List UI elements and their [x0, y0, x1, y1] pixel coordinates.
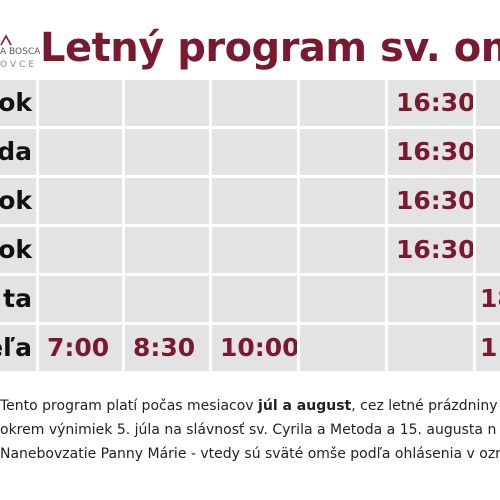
time-cell — [476, 178, 500, 224]
time-cell: 16:30 — [388, 129, 473, 175]
time-cell — [388, 276, 473, 322]
time-cell — [125, 276, 209, 322]
time-cell — [476, 129, 500, 175]
mass-time: 18 — [480, 284, 500, 313]
logo-mark-icon — [0, 34, 12, 46]
note-line-2: okrem výnimiek 5. júla na slávnosť sv. C… — [0, 422, 497, 438]
schedule-note: Tento program platí počas mesiacov júl a… — [0, 394, 500, 466]
schedule-table: ok 16:30 da 16:30 ok 16:30 ok 16:30 ta 18 eľa 7:00 8… — [0, 80, 500, 374]
mass-time: 16:30 — [396, 88, 473, 117]
time-cell — [476, 227, 500, 273]
logo-text: A BOSCA — [0, 47, 41, 57]
parish-logo: A BOSCA OVCE — [0, 34, 41, 76]
day-label: ta — [3, 284, 32, 313]
time-cell — [476, 80, 500, 126]
time-cell — [39, 276, 122, 322]
page-title: Letný program sv. om — [40, 25, 500, 71]
time-cell: 16:30 — [388, 80, 473, 126]
schedule-row: da 16:30 — [0, 129, 500, 178]
schedule-row: eľa 7:00 8:30 10:00 1 — [0, 325, 500, 374]
note-emphasis: júl a august — [258, 398, 352, 414]
mass-time: 1 — [480, 333, 498, 362]
time-cell — [300, 276, 385, 322]
time-cell — [39, 129, 122, 175]
day-label: eľa — [0, 333, 32, 362]
day-label: da — [0, 137, 32, 166]
day-cell: eľa — [0, 325, 36, 371]
day-cell: ok — [0, 178, 36, 224]
time-cell — [212, 80, 297, 126]
schedule-row: ok 16:30 — [0, 80, 500, 129]
time-cell — [300, 80, 385, 126]
time-cell: 8:30 — [125, 325, 209, 371]
schedule-row: ok 16:30 — [0, 227, 500, 276]
time-cell — [300, 178, 385, 224]
day-label: ok — [0, 235, 32, 264]
mass-time: 16:30 — [396, 235, 473, 264]
time-cell — [125, 227, 209, 273]
schedule-row: ok 16:30 — [0, 178, 500, 227]
day-cell: ta — [0, 276, 36, 322]
day-cell: da — [0, 129, 36, 175]
time-cell — [212, 276, 297, 322]
time-cell — [125, 178, 209, 224]
time-cell — [212, 129, 297, 175]
time-cell — [125, 129, 209, 175]
time-cell — [39, 178, 122, 224]
time-cell: 10:00 — [212, 325, 297, 371]
time-cell — [300, 227, 385, 273]
mass-time: 10:00 — [220, 333, 297, 362]
mass-time: 16:30 — [396, 137, 473, 166]
day-label: ok — [0, 88, 32, 117]
time-cell — [300, 325, 385, 371]
time-cell — [300, 129, 385, 175]
day-label: ok — [0, 186, 32, 215]
time-cell — [39, 227, 122, 273]
time-cell: 16:30 — [388, 227, 473, 273]
time-cell — [39, 80, 122, 126]
time-cell: 7:00 — [39, 325, 122, 371]
time-cell — [212, 178, 297, 224]
note-line-3: Nanebovzatie Panny Márie - vtedy sú svät… — [0, 446, 500, 462]
time-cell: 1 — [476, 325, 500, 371]
schedule-row: ta 18 — [0, 276, 500, 325]
time-cell: 18 — [476, 276, 500, 322]
day-cell: ok — [0, 80, 36, 126]
time-cell: 16:30 — [388, 178, 473, 224]
day-cell: ok — [0, 227, 36, 273]
time-cell — [388, 325, 473, 371]
mass-time: 16:30 — [396, 186, 473, 215]
mass-time: 8:30 — [133, 333, 196, 362]
time-cell — [125, 80, 209, 126]
logo-subtext: OVCE — [0, 60, 38, 70]
note-line-1: Tento program platí počas mesiacov júl a… — [0, 398, 498, 414]
time-cell — [212, 227, 297, 273]
mass-time: 7:00 — [47, 333, 110, 362]
